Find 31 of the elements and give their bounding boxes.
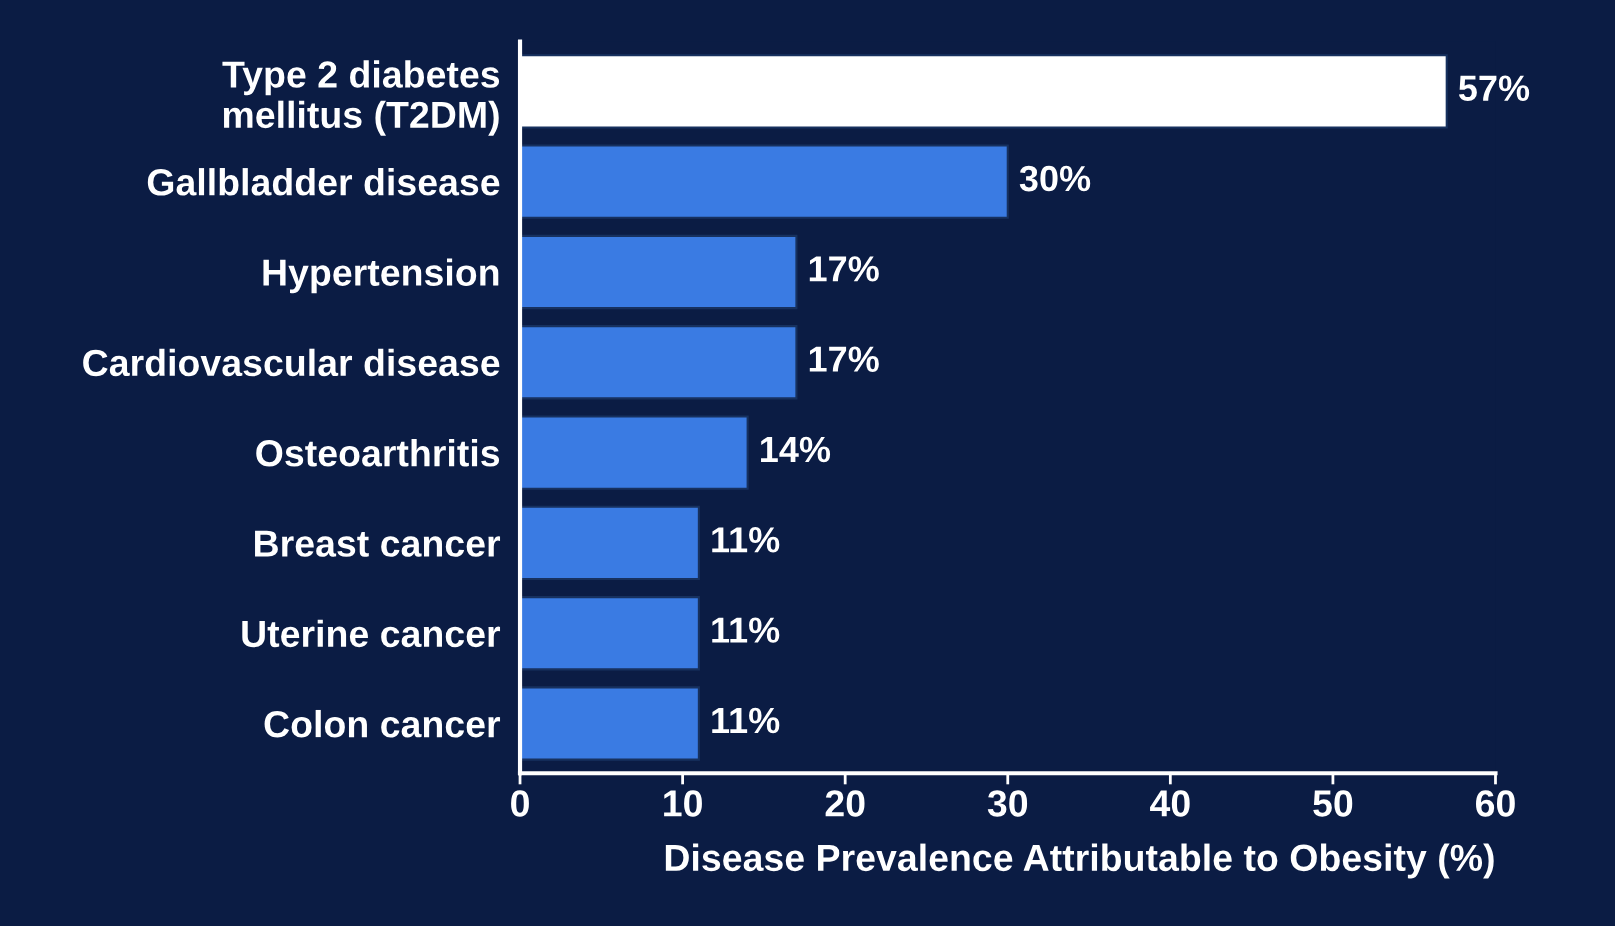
data-label: 17% <box>809 256 879 282</box>
y-tick-label: Hypertension <box>263 258 499 294</box>
data-label: 14% <box>761 436 831 463</box>
x-tick-label: 20 <box>825 790 865 817</box>
x-tick-label: 30 <box>987 790 1028 817</box>
bar <box>520 144 1009 219</box>
bar <box>520 596 700 671</box>
data-label: 17% <box>809 346 879 372</box>
bar <box>520 505 700 581</box>
bar <box>520 686 700 761</box>
x-tick-label: 60 <box>1476 790 1515 817</box>
x-axis-title: Disease Prevalence Attributable to Obesity (%) <box>665 843 1494 879</box>
bar <box>520 325 798 400</box>
data-label: 57% <box>1458 75 1530 102</box>
bar <box>520 415 749 490</box>
y-tick-label: Colon cancer <box>264 709 501 738</box>
bar <box>520 234 798 310</box>
x-tick-label: 40 <box>1150 790 1190 817</box>
data-label: 11% <box>712 707 780 734</box>
y-tick-label: Breast cancer <box>255 530 501 557</box>
data-label: 30% <box>1019 165 1091 192</box>
data-label: 11% <box>712 527 780 553</box>
y-tick-label: Gallbladder disease <box>147 168 500 196</box>
y-tick-label: Uterine cancer <box>242 619 501 648</box>
y-tick-label: Type 2 diabetes mellitus (T2DM) <box>222 60 500 136</box>
data-label: 11% <box>712 617 780 643</box>
x-tick-label: 0 <box>511 790 529 817</box>
y-tick-label: Osteoarthritis <box>256 439 500 467</box>
x-tick-label: 10 <box>664 790 702 817</box>
x-tick-label: 50 <box>1313 790 1353 817</box>
y-tick-label: Cardiovascular disease <box>83 348 500 377</box>
